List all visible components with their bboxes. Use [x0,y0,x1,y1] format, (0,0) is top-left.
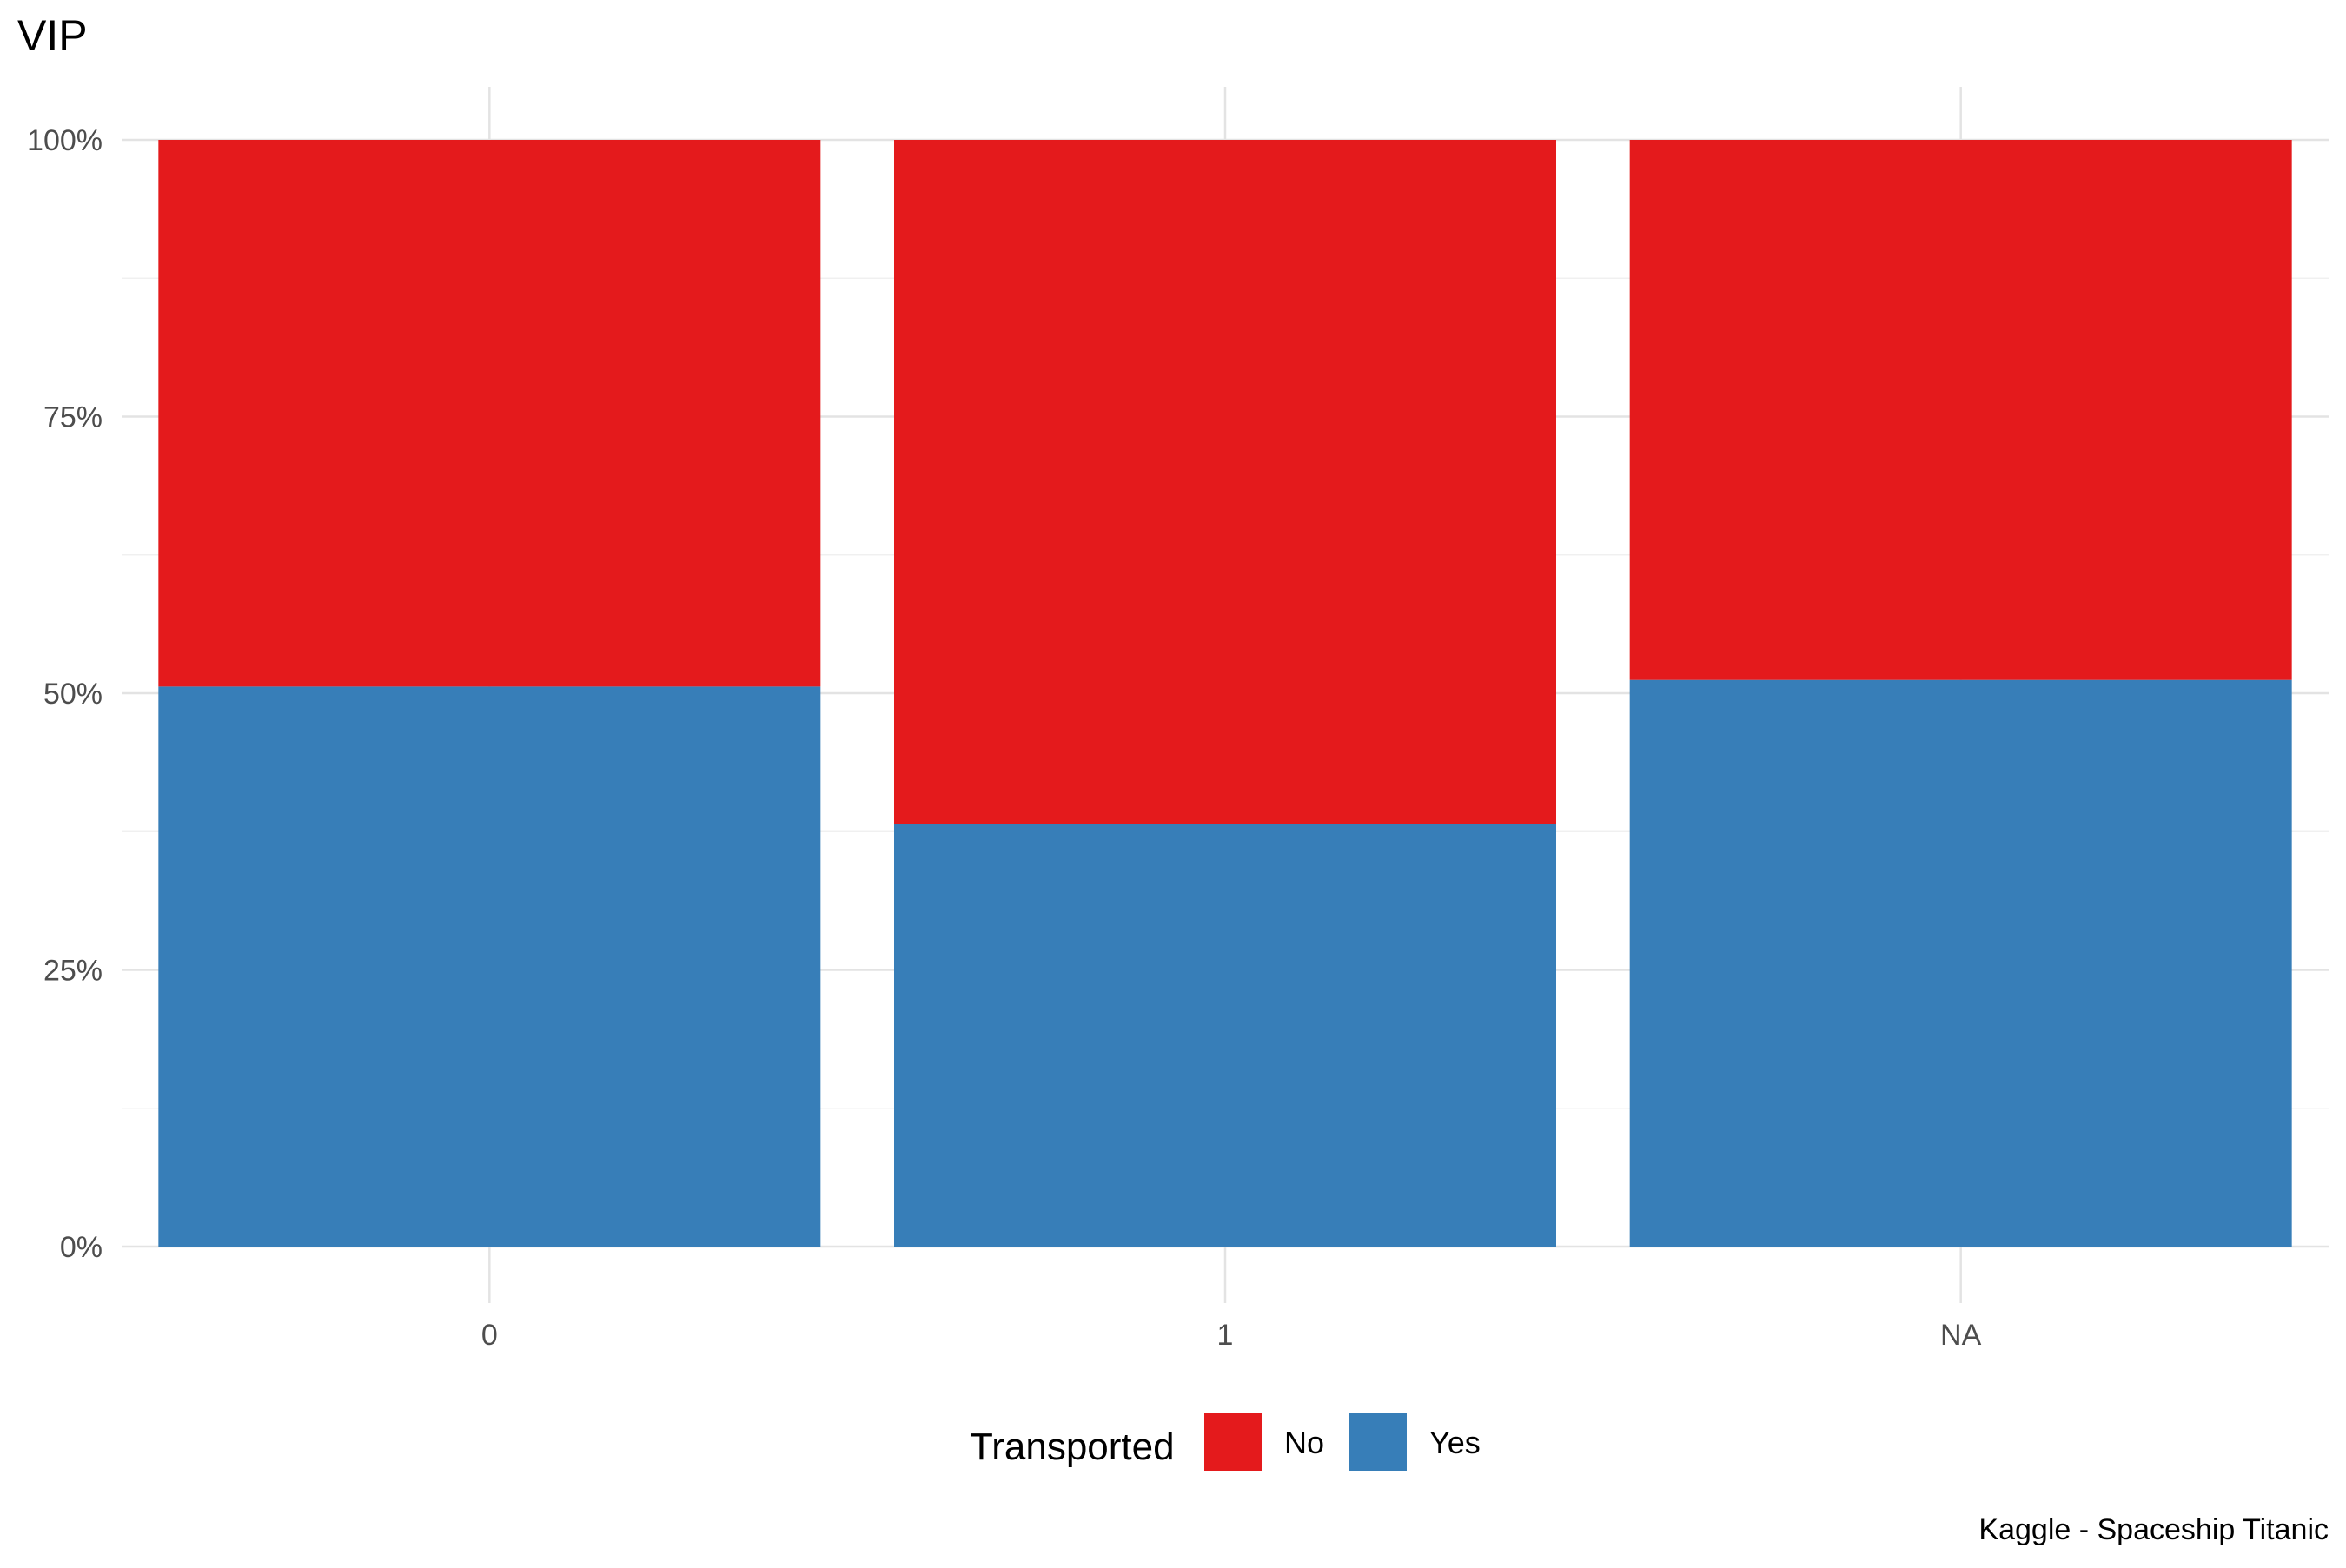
x-tick-label: NA [1940,1319,1982,1352]
chart-title: VIP [17,11,88,60]
y-tick-label: 100% [27,124,103,157]
y-tick-label: 25% [43,955,103,988]
chart-caption: Kaggle - Spaceship Titanic [1978,1513,2329,1546]
legend-key-no [1204,1413,1262,1471]
bar-no-0 [158,140,821,687]
x-tick-label: 0 [481,1319,498,1352]
legend-title: Transported [970,1426,1175,1468]
bar-yes-1 [894,824,1556,1247]
bar-no-1 [894,140,1556,824]
bar-yes-0 [158,686,821,1247]
legend: Transported No Yes [970,1413,1481,1471]
y-tick-label: 75% [43,401,103,434]
bar-layer [158,140,2292,1247]
y-tick-label: 0% [60,1231,103,1264]
bar-no-na [1629,140,2292,680]
x-tick-label: 1 [1217,1319,1234,1352]
legend-label-yes: Yes [1429,1425,1481,1460]
bar-yes-na [1629,679,2292,1247]
legend-key-yes [1349,1413,1407,1471]
axis-layer: 0% 25% 50% 75% 100% 0 1 NA [27,124,1982,1352]
y-tick-label: 50% [43,678,103,711]
legend-label-no: No [1284,1425,1324,1460]
